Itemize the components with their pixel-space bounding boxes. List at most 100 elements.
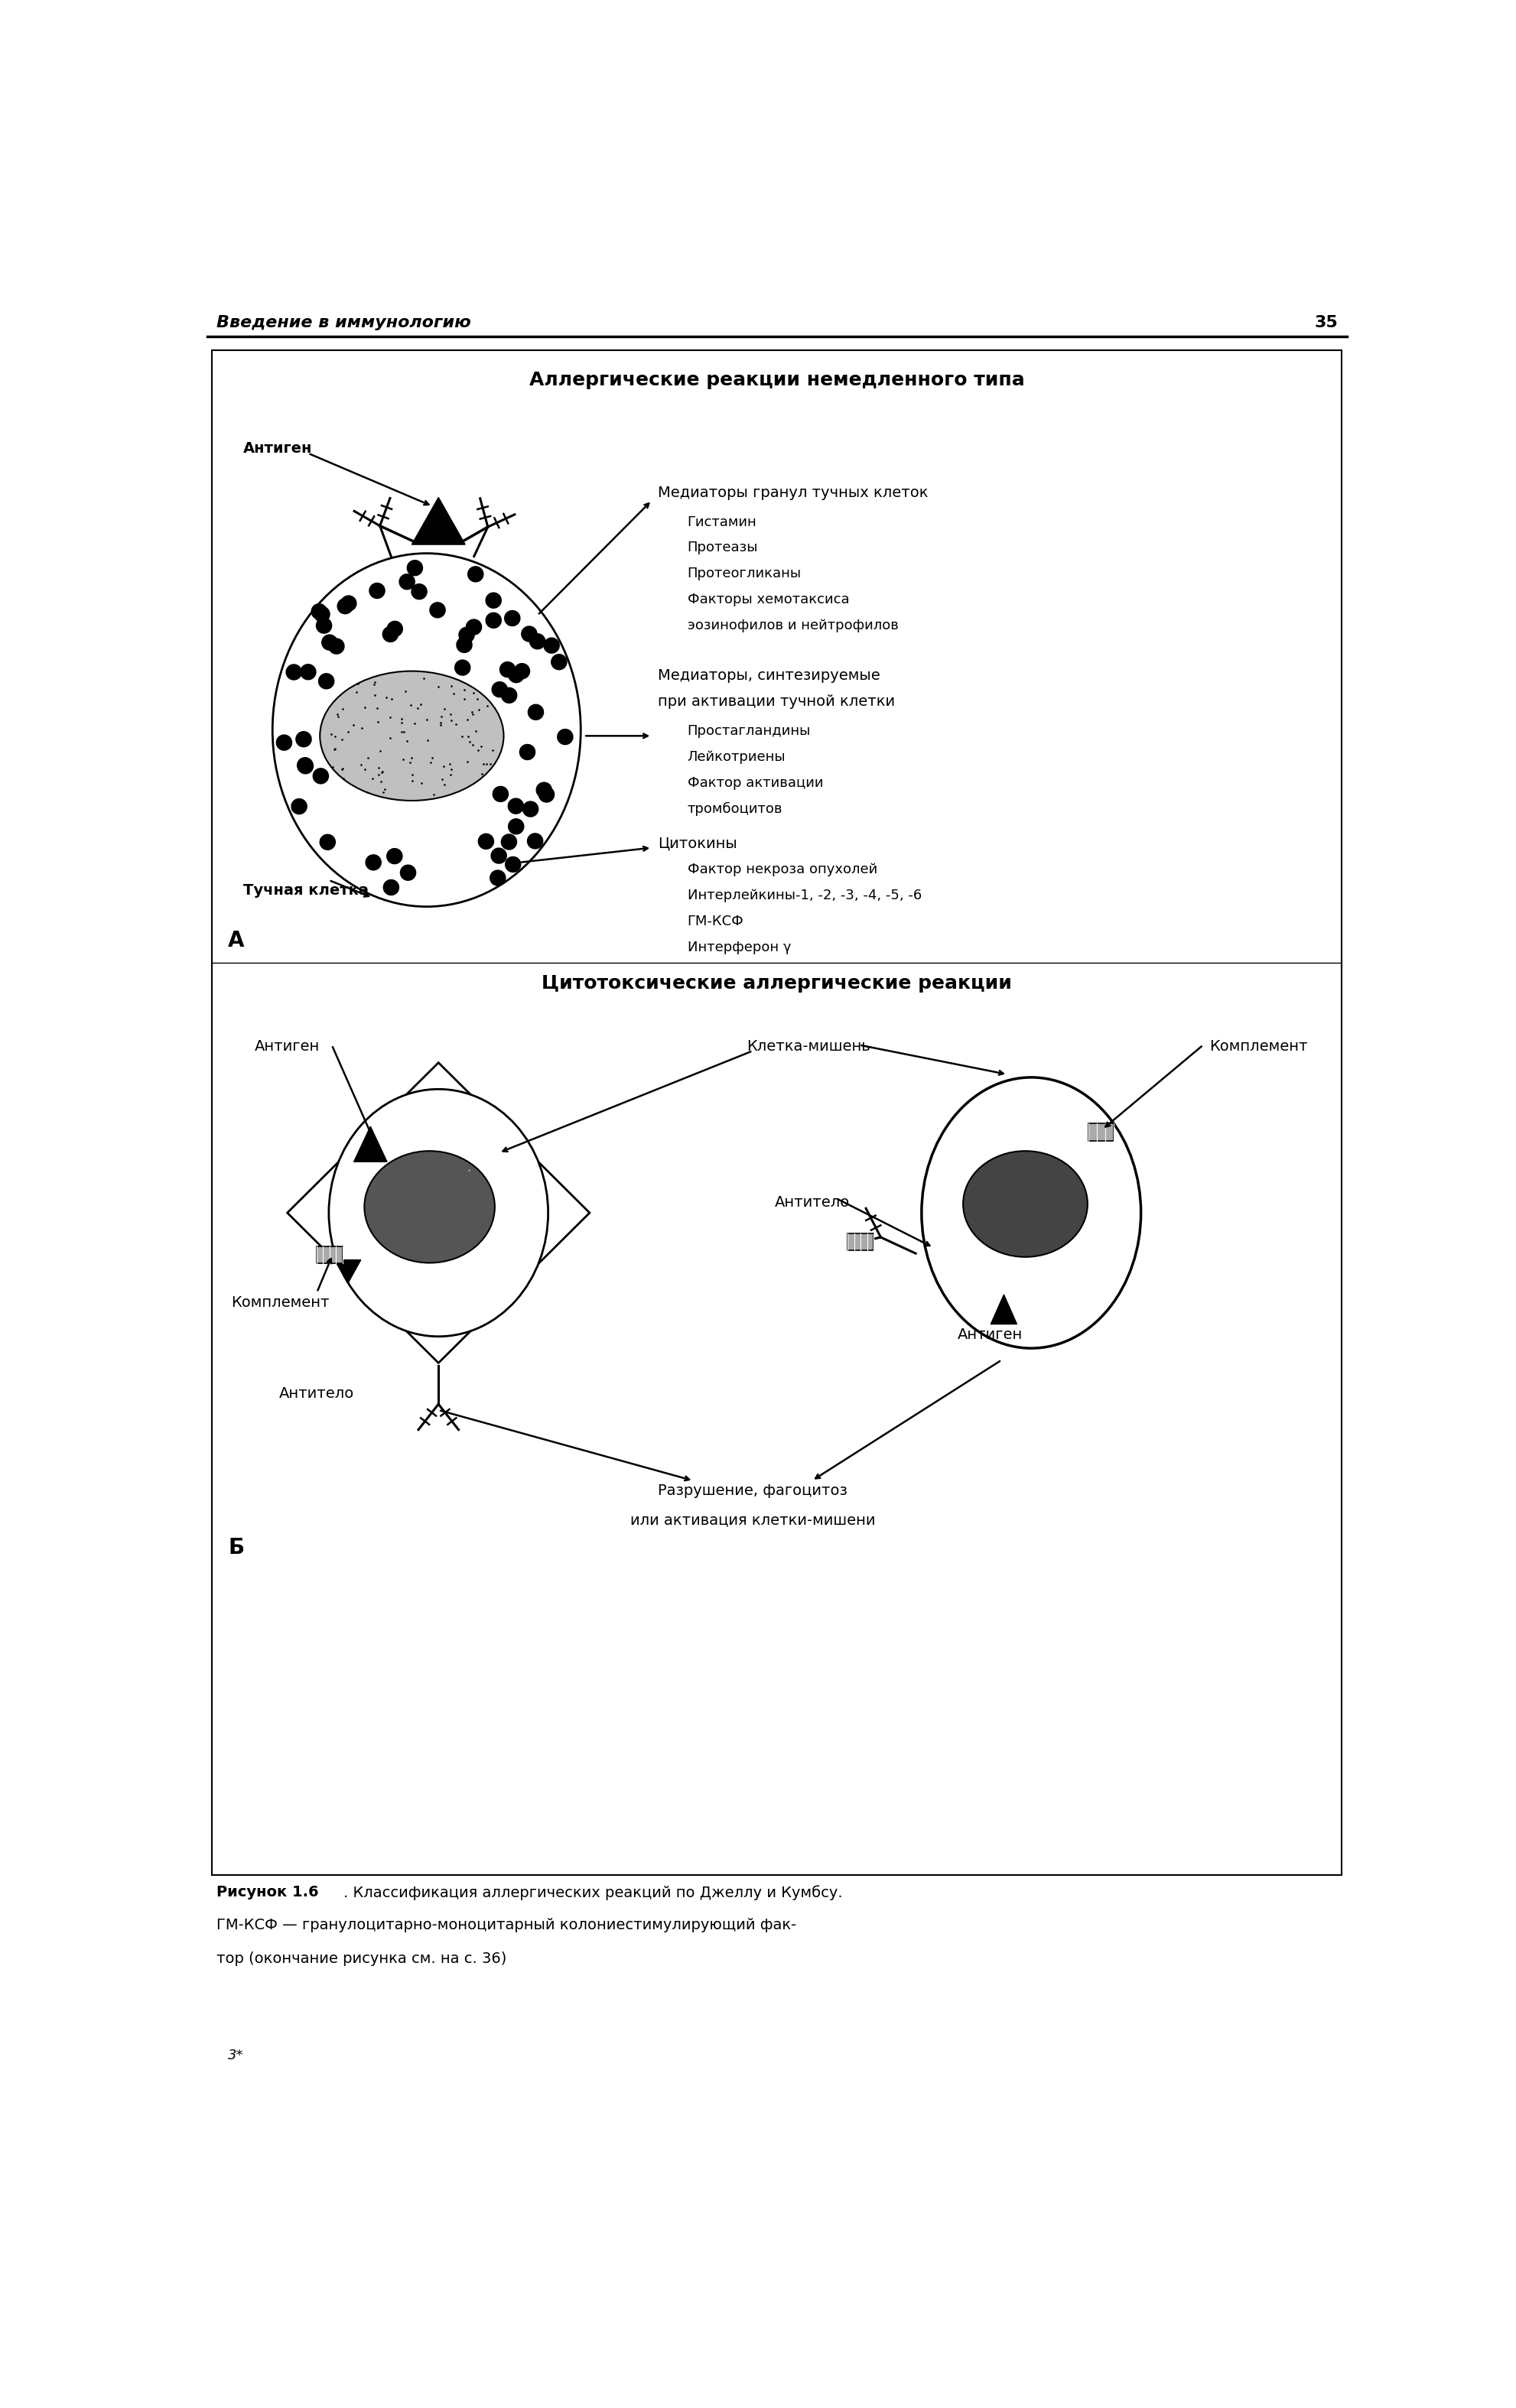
Circle shape	[514, 665, 529, 679]
Circle shape	[523, 802, 538, 816]
Text: . Классификация аллергических реакций по Джеллу и Кумбсу.: . Классификация аллергических реакций по…	[344, 1885, 843, 1900]
Circle shape	[431, 602, 446, 619]
Text: 35: 35	[1314, 315, 1337, 330]
Circle shape	[455, 660, 470, 674]
Circle shape	[300, 665, 315, 679]
FancyBboxPatch shape	[1088, 1125, 1114, 1141]
Circle shape	[520, 744, 535, 761]
Circle shape	[493, 681, 508, 698]
Text: А: А	[227, 929, 244, 951]
Circle shape	[537, 783, 552, 797]
Text: Фактор некроза опухолей: Фактор некроза опухолей	[687, 862, 878, 877]
Text: Антиген: Антиген	[957, 1327, 1022, 1341]
Text: Антиген: Антиген	[255, 1040, 320, 1055]
Ellipse shape	[963, 1151, 1087, 1257]
Text: Протеогликаны: Протеогликаны	[687, 566, 802, 580]
Circle shape	[493, 787, 508, 802]
FancyBboxPatch shape	[847, 1233, 873, 1250]
Text: Клетка-мишень: Клетка-мишень	[747, 1040, 870, 1055]
Circle shape	[558, 730, 573, 744]
Circle shape	[459, 626, 475, 643]
Polygon shape	[412, 498, 465, 544]
Circle shape	[384, 879, 399, 896]
Circle shape	[400, 864, 415, 881]
Circle shape	[528, 833, 543, 848]
Circle shape	[276, 734, 291, 751]
Circle shape	[320, 836, 335, 850]
Circle shape	[365, 855, 381, 869]
Circle shape	[508, 819, 525, 833]
Text: Интерферон γ: Интерферон γ	[687, 939, 791, 954]
Circle shape	[505, 857, 520, 872]
Circle shape	[508, 667, 525, 681]
Circle shape	[544, 638, 559, 653]
Circle shape	[387, 848, 402, 864]
Text: Антитело: Антитело	[279, 1387, 355, 1401]
Text: Комплемент: Комплемент	[230, 1296, 329, 1310]
Circle shape	[485, 592, 502, 609]
Circle shape	[291, 799, 306, 814]
Text: Медиаторы, синтезируемые: Медиаторы, синтезируемые	[658, 667, 881, 684]
Circle shape	[338, 600, 353, 614]
Text: Рисунок 1.6: Рисунок 1.6	[217, 1885, 318, 1900]
Circle shape	[297, 759, 312, 773]
Text: Комплемент: Комплемент	[1210, 1040, 1307, 1055]
Circle shape	[314, 607, 329, 621]
Polygon shape	[288, 1062, 590, 1363]
Circle shape	[490, 869, 505, 886]
Circle shape	[411, 585, 428, 600]
Ellipse shape	[273, 554, 581, 908]
Circle shape	[456, 638, 471, 653]
Text: Интерлейкины-1, -2, -3, -4, -5, -6: Интерлейкины-1, -2, -3, -4, -5, -6	[687, 889, 922, 903]
Text: Цитотоксические аллергические реакции: Цитотоксические аллергические реакции	[541, 975, 1013, 992]
Bar	[212, 349, 1342, 1876]
Polygon shape	[353, 1127, 387, 1161]
Text: Разрушение, фагоцитоз: Разрушение, фагоцитоз	[658, 1483, 847, 1498]
Circle shape	[321, 636, 337, 650]
Circle shape	[538, 787, 555, 802]
Text: Простагландины: Простагландины	[687, 725, 811, 737]
Circle shape	[297, 759, 314, 773]
Circle shape	[399, 573, 415, 590]
Circle shape	[528, 706, 543, 720]
Circle shape	[529, 633, 546, 650]
Circle shape	[408, 561, 423, 576]
Text: ГМ-КСФ — гранулоцитарно-моноцитарный колониестимулирующий фак-: ГМ-КСФ — гранулоцитарно-моноцитарный кол…	[217, 1919, 796, 1934]
Text: Цитокины: Цитокины	[658, 836, 737, 850]
Circle shape	[491, 848, 506, 864]
Text: Протеазы: Протеазы	[687, 542, 758, 554]
Text: тор (окончание рисунка см. на с. 36): тор (окончание рисунка см. на с. 36)	[217, 1950, 506, 1965]
Text: Б: Б	[227, 1536, 244, 1558]
Text: Введение в иммунологию: Введение в иммунологию	[217, 315, 470, 330]
Text: Антитело: Антитело	[775, 1194, 849, 1209]
Polygon shape	[991, 1296, 1017, 1324]
Text: Медиаторы гранул тучных клеток: Медиаторы гранул тучных клеток	[658, 486, 928, 501]
Circle shape	[508, 799, 523, 814]
Circle shape	[329, 638, 344, 655]
Circle shape	[485, 612, 502, 628]
Circle shape	[502, 833, 517, 850]
Circle shape	[317, 619, 332, 633]
Circle shape	[318, 674, 334, 689]
Circle shape	[341, 595, 356, 612]
FancyBboxPatch shape	[317, 1247, 343, 1264]
Circle shape	[468, 566, 484, 583]
Circle shape	[387, 621, 403, 636]
Circle shape	[500, 662, 515, 677]
Circle shape	[312, 768, 329, 783]
Circle shape	[479, 833, 494, 850]
Circle shape	[296, 732, 311, 746]
Text: Антиген: Антиген	[243, 441, 312, 455]
Circle shape	[502, 689, 517, 703]
Circle shape	[287, 665, 302, 679]
Circle shape	[505, 612, 520, 626]
Ellipse shape	[922, 1076, 1142, 1348]
Ellipse shape	[329, 1088, 549, 1336]
Circle shape	[311, 604, 327, 619]
Circle shape	[552, 655, 567, 669]
Text: при активации тучной клетки: при активации тучной клетки	[658, 694, 894, 710]
Ellipse shape	[364, 1151, 494, 1262]
Text: или активация клетки-мишени: или активация клетки-мишени	[631, 1512, 875, 1527]
Text: Лейкотриены: Лейкотриены	[687, 749, 785, 763]
Circle shape	[522, 626, 537, 641]
